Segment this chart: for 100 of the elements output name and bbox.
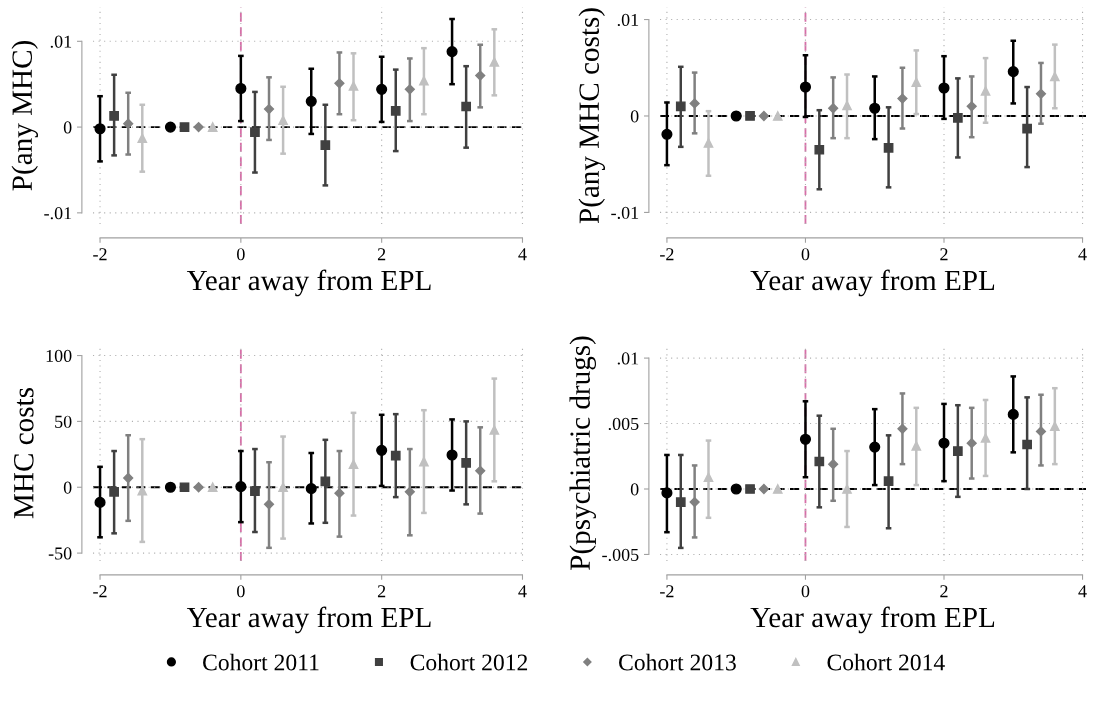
point: [661, 487, 673, 499]
point: [689, 496, 700, 508]
point: [869, 102, 881, 114]
point: [334, 488, 345, 499]
x-tick-label: 4: [518, 585, 527, 598]
point: [730, 483, 742, 495]
x-tick-label: 0: [237, 248, 245, 261]
point: [376, 444, 388, 456]
y-tick-label: -.01: [611, 206, 639, 219]
y-axis-title: P(any MHC costs): [578, 8, 606, 224]
point: [842, 484, 852, 494]
point: [446, 449, 458, 461]
point: [489, 57, 500, 67]
y-tick-label: .005: [608, 417, 639, 431]
point: [966, 101, 977, 112]
point: [938, 82, 950, 94]
point: [123, 472, 134, 484]
x-axis-title: Year away from EPL: [750, 606, 995, 634]
point: [1007, 66, 1019, 78]
x-tick-label: -2: [93, 248, 107, 261]
point: [1049, 421, 1060, 432]
point: [952, 113, 963, 123]
legend-label: Cohort 2012: [410, 653, 528, 671]
point: [952, 446, 963, 456]
x-tick-label: 0: [801, 248, 810, 261]
point: [828, 103, 839, 114]
point: [758, 110, 770, 122]
x-tick-label: 2: [940, 585, 948, 598]
point: [263, 499, 275, 510]
y-tick-label: 0: [63, 121, 72, 134]
point: [250, 127, 260, 138]
y-tick-label: .01: [617, 352, 639, 365]
point: [164, 481, 177, 493]
point: [305, 95, 317, 107]
y-axis-title: MHC costs: [14, 388, 34, 519]
point: [475, 465, 486, 476]
point: [193, 121, 204, 133]
point: [897, 93, 908, 104]
point: [745, 111, 755, 121]
point: [703, 138, 714, 148]
point: [404, 84, 415, 95]
point: [689, 98, 700, 109]
point: [730, 110, 742, 122]
y-tick-label: -.005: [602, 548, 639, 561]
point: [1022, 123, 1032, 134]
point: [980, 86, 991, 96]
x-axis-title: Year away from EPL: [186, 269, 431, 297]
point: [235, 82, 247, 95]
x-tick-label: 2: [377, 585, 386, 598]
point: [772, 111, 783, 121]
y-axis-title: P(psychiatric drugs): [569, 336, 596, 571]
y-tick-label: 100: [46, 349, 72, 362]
x-tick-label: -2: [660, 248, 674, 261]
y-tick-label: 0: [630, 110, 639, 123]
point: [661, 128, 673, 140]
point: [94, 496, 106, 508]
point: [675, 497, 686, 507]
x-axis-title: Year away from EPL: [186, 606, 431, 634]
point: [390, 450, 401, 461]
point: [883, 142, 894, 153]
point: [1035, 426, 1047, 437]
x-axis-title: Year away from EPL: [750, 269, 995, 297]
point: [348, 81, 359, 91]
x-tick-label: -2: [93, 585, 107, 598]
point: [137, 485, 148, 496]
y-tick-label: .01: [617, 13, 639, 27]
y-tick-label: -.01: [44, 207, 72, 220]
legend-label: Cohort 2014: [827, 653, 945, 671]
point: [799, 81, 812, 93]
point: [446, 46, 458, 58]
point: [828, 459, 839, 470]
point: [376, 83, 388, 95]
point: [137, 133, 148, 144]
point: [179, 122, 190, 132]
x-tick-label: 4: [518, 248, 527, 261]
point: [1022, 439, 1032, 450]
x-tick-label: 4: [1078, 248, 1087, 261]
point: [179, 482, 190, 493]
point: [883, 476, 894, 487]
point: [475, 70, 486, 81]
point: [334, 78, 345, 89]
point: [814, 456, 825, 467]
y-axis-title: P(any MHC): [11, 41, 39, 191]
point: [1007, 408, 1019, 420]
point: [675, 101, 686, 112]
legend-label: Cohort 2011: [203, 653, 319, 671]
point: [1035, 88, 1047, 99]
point: [799, 433, 812, 445]
point: [94, 123, 106, 135]
point: [235, 481, 247, 493]
point: [966, 438, 977, 449]
point: [489, 425, 500, 435]
point: [703, 472, 714, 483]
x-tick-label: 4: [1078, 585, 1087, 598]
y-tick-label: -50: [48, 547, 72, 560]
y-tick-label: 0: [63, 481, 72, 494]
x-tick-label: 0: [237, 585, 245, 598]
point: [250, 486, 260, 497]
point: [938, 437, 950, 449]
x-tick-label: 2: [940, 248, 948, 261]
